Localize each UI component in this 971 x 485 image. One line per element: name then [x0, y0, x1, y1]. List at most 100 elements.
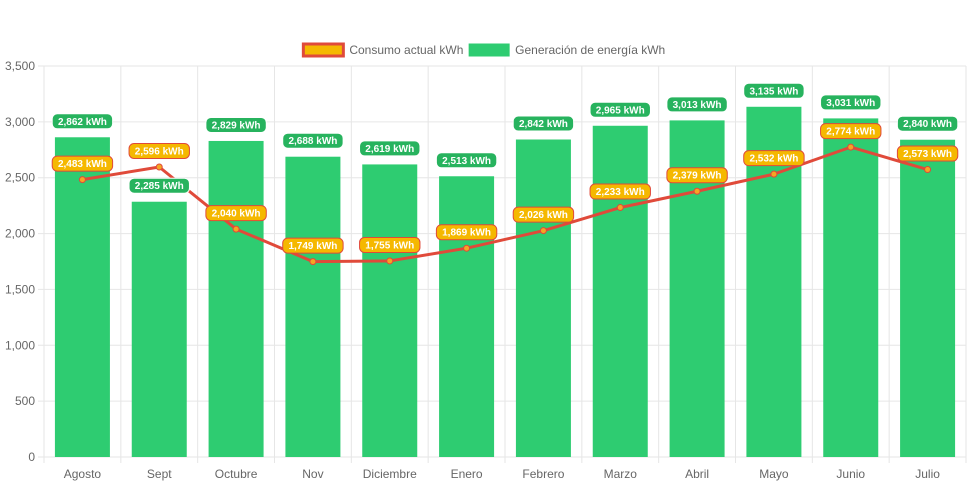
data-label-box	[359, 236, 421, 253]
legend-item-consumption[interactable]: Consumo actual kWh	[301, 42, 463, 58]
data-label-text: 2,842 kWh	[519, 119, 568, 130]
data-label-text: 2,862 kWh	[58, 117, 107, 128]
line-point[interactable]	[924, 166, 932, 174]
data-label-text: 2,483 kWh	[58, 159, 107, 170]
data-label: 2,483 kWh	[51, 155, 114, 172]
data-label-text: 2,829 kWh	[212, 120, 261, 131]
axes: 0 500 1,000 1,500 2,000 2,500 3,000 3,500 Agosto…	[5, 59, 940, 481]
data-label-box	[743, 150, 805, 167]
data-label: 2,862 kWh	[51, 113, 114, 130]
y-tick-label: 3,500	[5, 59, 35, 73]
data-label-box	[896, 115, 959, 132]
line-point[interactable]	[539, 227, 547, 235]
data-label: 2,513 kWh	[435, 152, 498, 169]
line-point[interactable]	[155, 163, 163, 171]
data-label: 2,829 kWh	[205, 116, 267, 133]
x-tick-label: Octubre	[215, 467, 258, 481]
data-label: 2,233 kWh	[589, 183, 651, 200]
data-label: 2,285 kWh	[128, 177, 190, 194]
line-point[interactable]	[847, 143, 855, 151]
data-label-box	[435, 224, 498, 241]
legend-item-generation[interactable]: Generación de energía kWh	[468, 43, 665, 57]
data-label: 2,688 kWh	[282, 132, 344, 149]
line-point[interactable]	[386, 257, 394, 265]
data-label-text: 2,040 kWh	[212, 209, 261, 220]
line-point[interactable]	[463, 244, 471, 252]
y-tick-label: 3,000	[5, 115, 35, 129]
bar[interactable]	[285, 156, 341, 457]
y-tick-label: 1,000	[5, 338, 35, 352]
data-label-text: 1,755 kWh	[365, 240, 414, 251]
x-tick-label: Nov	[302, 467, 323, 481]
line-point[interactable]	[770, 170, 778, 178]
x-tick-label: Agosto	[64, 467, 102, 481]
legend-label: Generación de energía kWh	[515, 43, 665, 57]
data-label: 2,573 kWh	[896, 145, 959, 162]
bar[interactable]	[362, 164, 418, 457]
bar[interactable]	[439, 176, 495, 457]
line-point[interactable]	[309, 258, 317, 266]
x-tick-label: Junio	[836, 467, 865, 481]
data-label-box	[435, 152, 498, 169]
data-label-box	[820, 94, 882, 111]
bar[interactable]	[515, 139, 571, 457]
line-point[interactable]	[693, 187, 701, 195]
data-labels: 2,862 kWh 2,285 kWh 2,829 kWh 2,688 kWh 2,61…	[51, 82, 959, 254]
data-label: 2,379 kWh	[666, 167, 728, 184]
bars	[54, 106, 956, 458]
data-label-text: 2,532 kWh	[749, 154, 798, 165]
data-label-text: 2,026 kWh	[519, 210, 568, 221]
x-tick-label: Sept	[147, 467, 172, 481]
data-label-text: 2,379 kWh	[673, 171, 722, 182]
bar[interactable]	[900, 139, 956, 457]
data-label-text: 3,013 kWh	[673, 100, 722, 111]
data-label: 2,965 kWh	[589, 101, 651, 118]
data-label-box	[205, 116, 267, 133]
legend-swatch	[301, 42, 345, 58]
x-tick-label: Enero	[451, 467, 483, 481]
line-point[interactable]	[616, 204, 624, 212]
data-label-box	[820, 123, 882, 140]
data-label-text: 2,596 kWh	[135, 146, 184, 157]
bar[interactable]	[823, 118, 879, 458]
data-label-text: 2,233 kWh	[596, 187, 645, 198]
line-point[interactable]	[232, 225, 240, 233]
line-point[interactable]	[78, 176, 86, 184]
data-label: 1,749 kWh	[282, 237, 344, 254]
data-label: 2,040 kWh	[205, 205, 267, 222]
data-label-text: 2,840 kWh	[903, 119, 952, 130]
data-label-box	[128, 142, 190, 159]
x-tick-label: Diciembre	[363, 467, 417, 481]
data-label: 2,840 kWh	[896, 115, 959, 132]
data-label-box	[282, 237, 344, 254]
y-tick-label: 0	[28, 450, 35, 464]
data-label: 3,031 kWh	[820, 94, 882, 111]
data-label-box	[51, 155, 114, 172]
data-label-box	[896, 145, 959, 162]
data-label-box	[743, 82, 805, 99]
data-label-box	[589, 101, 651, 118]
data-label: 2,596 kWh	[128, 142, 190, 159]
data-label: 1,869 kWh	[435, 224, 498, 241]
data-label-box	[359, 140, 421, 157]
data-label-text: 2,688 kWh	[288, 136, 337, 147]
data-label-box	[666, 167, 728, 184]
bar[interactable]	[208, 140, 264, 458]
data-label-box	[205, 205, 267, 222]
legend[interactable]: Consumo actual kWh Generación de energía …	[301, 42, 665, 58]
data-label: 2,774 kWh	[820, 123, 882, 140]
data-label: 2,026 kWh	[512, 206, 575, 223]
bar[interactable]	[54, 137, 110, 457]
bar[interactable]	[592, 125, 648, 457]
data-label-text: 2,285 kWh	[135, 181, 184, 192]
data-label-text: 3,135 kWh	[749, 86, 798, 97]
data-label-box	[282, 132, 344, 149]
bar[interactable]	[131, 201, 187, 457]
data-label-text: 2,619 kWh	[365, 144, 414, 155]
data-label-box	[512, 115, 575, 132]
data-label-box	[666, 96, 728, 113]
data-label-box	[589, 183, 651, 200]
data-label-box	[128, 177, 190, 194]
data-label-text: 3,031 kWh	[826, 98, 875, 109]
